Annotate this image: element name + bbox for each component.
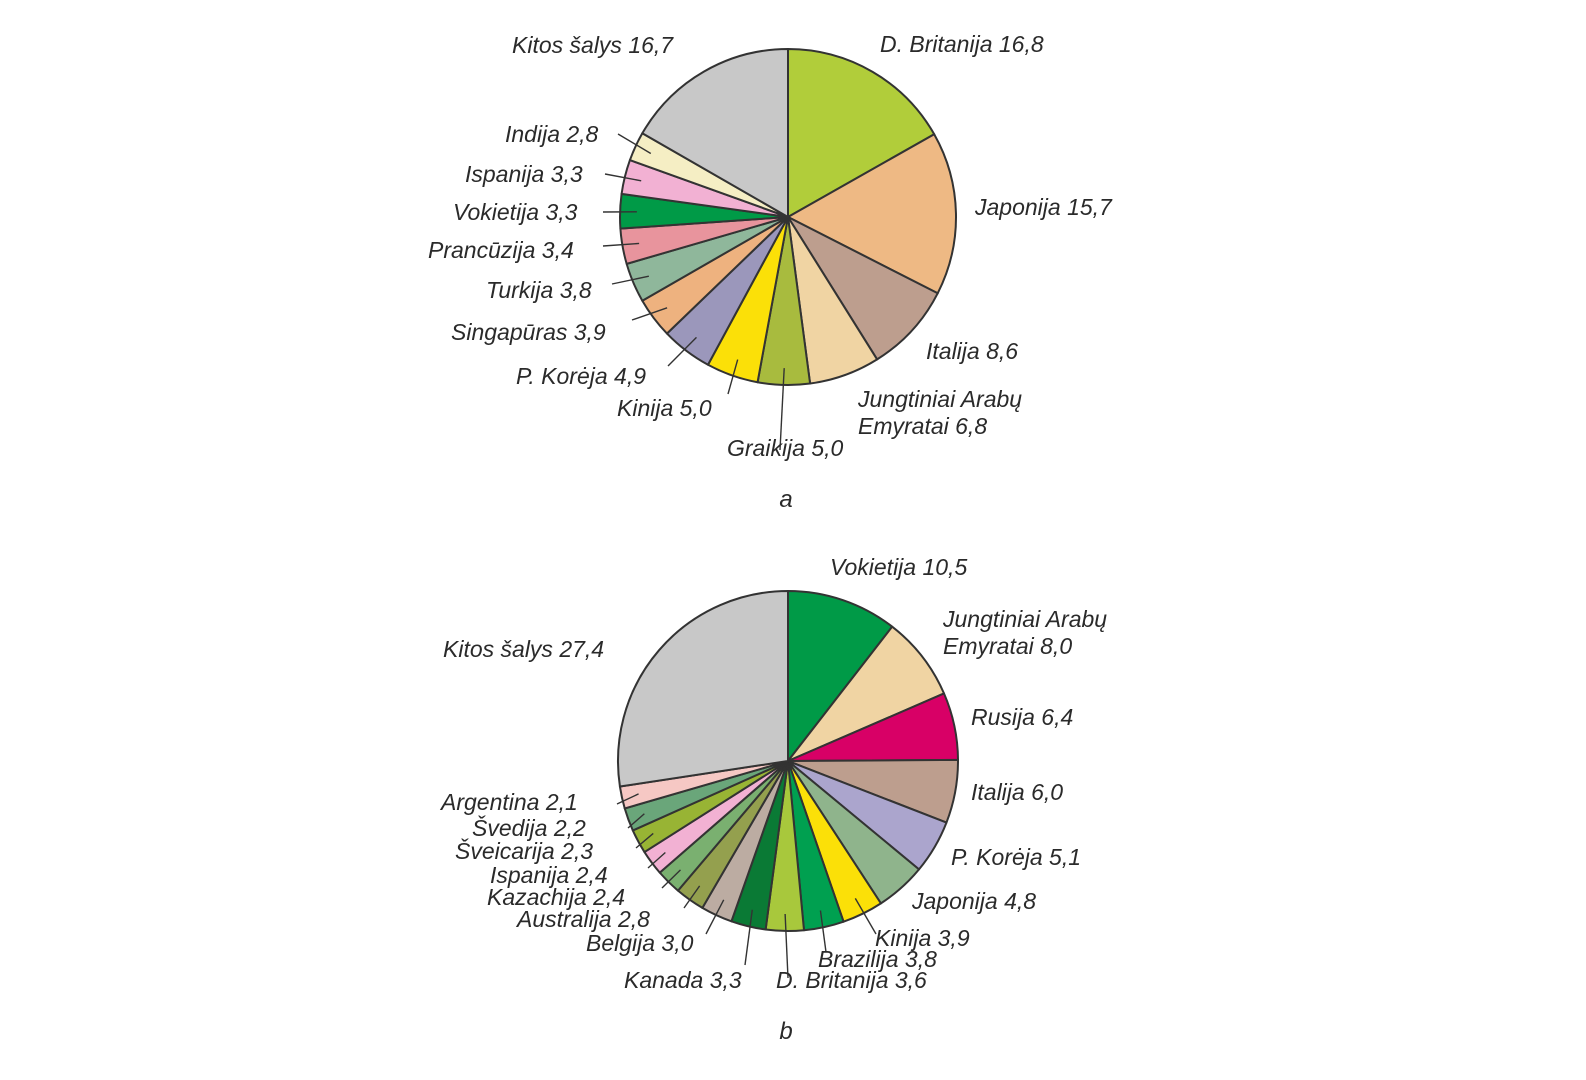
- chart-caption: b: [779, 1018, 792, 1045]
- slice-label: Turkija 3,8: [486, 277, 592, 303]
- leader-line: [727, 359, 739, 395]
- leader-line: [647, 851, 666, 869]
- pie-slice: [787, 48, 936, 218]
- slice-label: Argentina 2,1: [439, 789, 578, 815]
- pie-slice: [787, 216, 939, 361]
- leader-line: [661, 869, 681, 889]
- slice-label: Indija 2,8: [505, 121, 599, 147]
- pie-chart-b: Vokietija 10,5 Jungtiniai Arabų Emyratai 8…: [439, 554, 1107, 1045]
- leader-line: [604, 173, 642, 182]
- slice-label: D. Britanija 16,8: [880, 31, 1044, 57]
- leader-line: [744, 909, 753, 966]
- leader-line: [616, 793, 639, 805]
- slice-label: Kinija 5,0: [617, 395, 712, 421]
- pie-chart-a: D. Britanija 16,8 Japonija 15,7 Italija 8,…: [428, 31, 1113, 513]
- slice-label: Vokietija 10,5: [830, 554, 967, 580]
- slice-label: Švedija 2,2: [472, 814, 586, 841]
- slice-label: Vokietija 3,3: [453, 199, 578, 225]
- pie-slice: [787, 133, 957, 295]
- slice-label: Graikija 5,0: [727, 435, 844, 461]
- slice-label: P. Korėja 5,1: [951, 844, 1081, 870]
- pie-slice: [787, 590, 894, 762]
- pie-slice: [617, 590, 789, 788]
- slice-label: Japonija 15,7: [974, 194, 1113, 220]
- slice-label: Japonija 4,8: [911, 888, 1036, 914]
- slice-label: Prancūzija 3,4: [428, 237, 574, 263]
- slice-label: Singapūras 3,9: [451, 319, 606, 345]
- slice-label: Kitos šalys 27,4: [443, 636, 604, 662]
- leader-line: [779, 368, 785, 451]
- slice-label: D. Britanija 3,6: [776, 967, 927, 993]
- pie-slice: [641, 48, 789, 218]
- slice-label: Jungtiniai Arabų Emyratai 8,0: [942, 606, 1107, 659]
- slice-label: Ispanija 3,3: [465, 161, 583, 187]
- slice-label: Jungtiniai Arabų Emyratai 6,8: [857, 386, 1022, 439]
- leader-line: [611, 275, 650, 285]
- slice-label: Italija 8,6: [926, 338, 1018, 364]
- slice-label: Šveicarija 2,3: [455, 837, 593, 864]
- slice-label: Brazilija 3,8: [818, 946, 937, 972]
- leader-line: [667, 336, 697, 367]
- slice-label: Kitos šalys 16,7: [512, 32, 674, 58]
- slice-label: Ispanija 2,4: [490, 862, 608, 888]
- slice-label: Kazachija 2,4: [487, 884, 625, 910]
- slice-label: Belgija 3,0: [586, 930, 694, 956]
- slice-label: Kinija 3,9: [875, 925, 970, 951]
- leader-line: [705, 899, 725, 935]
- leader-line: [854, 898, 877, 935]
- slice-label: Australija 2,8: [515, 906, 650, 932]
- leader-line: [683, 885, 701, 909]
- leader-line: [635, 832, 654, 849]
- leader-line: [819, 910, 827, 953]
- slice-label: Kanada 3,3: [624, 967, 742, 993]
- slice-label: Italija 6,0: [971, 779, 1063, 805]
- chart-caption: a: [779, 486, 792, 513]
- slice-label: Rusija 6,4: [971, 704, 1073, 730]
- leader-line: [617, 133, 652, 155]
- slice-label: P. Korėja 4,9: [516, 363, 646, 389]
- leader-line: [602, 242, 640, 247]
- leader-line: [631, 307, 668, 321]
- leader-line: [627, 813, 645, 829]
- leader-line: [784, 913, 789, 979]
